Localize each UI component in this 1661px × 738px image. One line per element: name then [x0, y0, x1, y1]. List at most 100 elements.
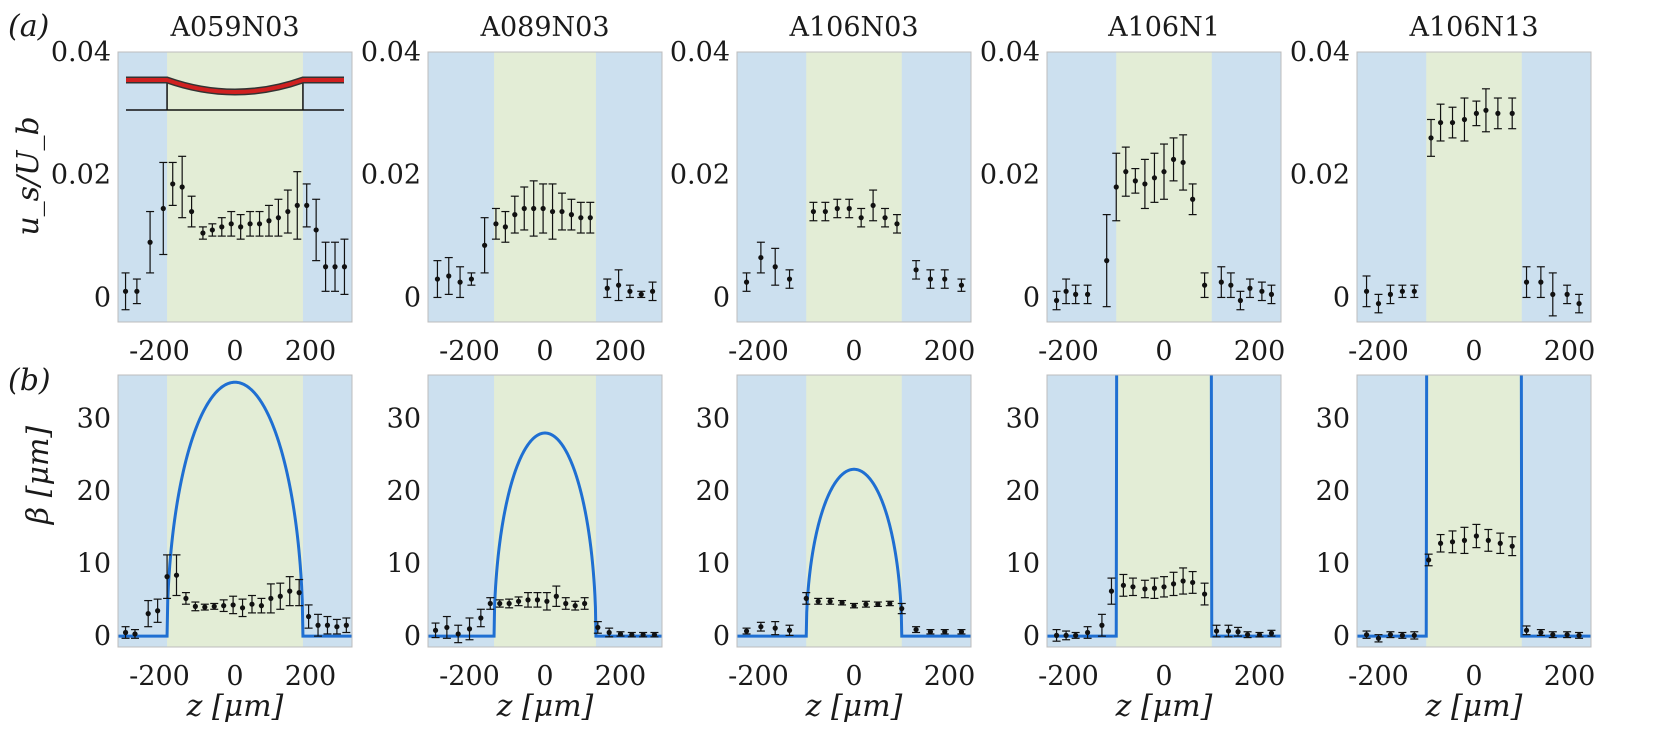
data-point	[957, 628, 966, 635]
model-curve	[737, 467, 971, 638]
data-point	[283, 189, 292, 234]
data-point	[1508, 97, 1517, 130]
data-marker	[958, 282, 965, 288]
data-point	[1398, 284, 1407, 299]
data-marker	[810, 208, 817, 215]
data-point	[217, 217, 226, 237]
data-marker	[1201, 282, 1208, 288]
y-tick-label: 30	[696, 404, 730, 435]
data-point	[742, 272, 751, 292]
inner-region	[494, 52, 596, 322]
data-point	[1107, 577, 1116, 605]
y-tick-label: 20	[1316, 476, 1350, 507]
data-marker	[1437, 540, 1444, 546]
data-marker	[1237, 297, 1244, 304]
data-point	[1536, 628, 1545, 636]
y-tick-label: 0.04	[51, 37, 111, 68]
data-marker	[758, 624, 764, 630]
y-tick-label: 0.02	[1290, 160, 1350, 191]
data-marker	[258, 603, 265, 609]
data-point	[548, 183, 557, 240]
data-point	[302, 183, 311, 228]
data-point	[897, 602, 906, 615]
data-point	[1563, 631, 1572, 639]
data-point	[756, 241, 765, 274]
data-point	[1188, 570, 1197, 594]
x-axis-label: z [μm]	[1425, 689, 1523, 724]
row-a-y-label: u_s/U_b	[11, 116, 46, 235]
panel-title: A059N03	[169, 12, 299, 43]
data-point	[850, 602, 858, 609]
data-point	[593, 621, 602, 634]
data-marker	[173, 572, 180, 578]
data-point	[869, 189, 878, 222]
data-point	[533, 591, 542, 608]
data-point	[247, 594, 256, 614]
data-marker	[525, 597, 531, 603]
data-point	[1071, 284, 1080, 305]
x-tick-label: 0	[226, 336, 243, 367]
y-tick-label: 0.02	[51, 160, 111, 191]
data-marker	[266, 218, 272, 224]
data-marker	[1411, 632, 1417, 638]
data-point	[892, 214, 901, 234]
data-marker	[304, 202, 310, 209]
data-marker	[1073, 291, 1079, 297]
data-point	[1436, 533, 1445, 553]
data-marker	[786, 276, 793, 282]
data-point	[580, 597, 589, 610]
data-marker	[582, 600, 588, 607]
data-point	[1362, 275, 1371, 308]
data-marker	[615, 282, 622, 288]
data-marker	[188, 208, 195, 215]
data-point	[838, 599, 847, 606]
data-point	[957, 278, 966, 292]
x-axis-label: z [μm]	[805, 689, 903, 724]
data-point	[1119, 573, 1128, 597]
data-marker	[846, 205, 852, 212]
panel-title: A106N1	[1107, 12, 1220, 43]
y-tick-label: 10	[1006, 549, 1040, 580]
data-point	[1179, 134, 1188, 191]
y-tick-label: 0.04	[980, 37, 1040, 68]
data-marker	[219, 224, 225, 230]
x-tick-label: 200	[595, 336, 647, 367]
data-marker	[544, 598, 550, 604]
data-marker	[322, 264, 329, 270]
data-marker	[179, 184, 185, 190]
plot-frame	[1356, 51, 1592, 323]
data-marker	[913, 626, 919, 633]
data-point	[314, 613, 323, 637]
panel-a-3: 0 0.02 0.04 -200 0 200 A106N03	[670, 12, 975, 367]
y-tick-label: 0	[94, 621, 111, 652]
data-marker	[228, 221, 234, 227]
data-point	[625, 284, 634, 299]
data-point	[1427, 118, 1436, 157]
data-marker	[1201, 591, 1208, 597]
data-point	[444, 256, 453, 295]
data-marker	[1387, 291, 1394, 297]
data-marker	[183, 595, 189, 602]
data-marker	[894, 221, 900, 227]
data-point	[742, 627, 751, 635]
data-point	[1150, 152, 1159, 203]
plot-frame	[1046, 374, 1282, 648]
data-point	[514, 596, 523, 607]
data-point	[1484, 528, 1493, 552]
data-point	[605, 627, 614, 638]
data-marker	[887, 600, 893, 607]
data-point	[926, 628, 935, 635]
data-point	[321, 241, 330, 292]
data-point	[861, 600, 870, 608]
model-curve	[428, 431, 662, 638]
data-marker	[1538, 629, 1544, 636]
data-point	[304, 604, 313, 629]
data-point	[1448, 530, 1457, 554]
inset-surface	[126, 78, 344, 94]
data-point	[486, 597, 495, 610]
data-marker	[239, 605, 246, 611]
data-marker	[578, 215, 584, 221]
data-point	[1448, 106, 1457, 139]
